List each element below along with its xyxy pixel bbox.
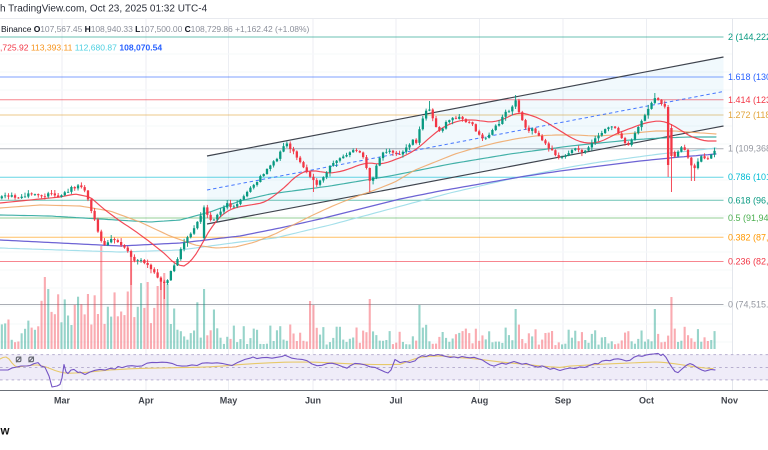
svg-text:Mar: Mar [54, 396, 71, 406]
svg-text:0.618 (96,053.08): 0.618 (96,053.08) [728, 195, 768, 205]
svg-text:1.272 (118,847.85): 1.272 (118,847.85) [728, 110, 768, 120]
svg-text:Binance O107,567.45 H108,940: Binance O107,567.45 H108,940.33 L107,500… [1, 24, 309, 34]
svg-text:1.618 (130,907.31): 1.618 (130,907.31) [728, 72, 768, 82]
svg-text:Sep: Sep [555, 396, 572, 406]
svg-text:Oct: Oct [639, 396, 654, 406]
svg-text:0.786 (101,909.42): 0.786 (101,909.42) [728, 172, 768, 182]
svg-text:Aug: Aug [471, 396, 489, 406]
svg-text:1.414 (123,797.36): 1.414 (123,797.36) [728, 95, 768, 105]
svg-text:2 (144,222.89): 2 (144,222.89) [728, 32, 768, 42]
svg-text:Jun: Jun [305, 396, 321, 406]
svg-text:Nov: Nov [721, 396, 738, 406]
svg-text:0 (74,515.16): 0 (74,515.16) [728, 300, 768, 310]
svg-text:,725.92 113,393.11 112,680.8: ,725.92 113,393.11 112,680.87 108,070.54 [0, 43, 162, 53]
svg-text:May: May [220, 396, 238, 406]
svg-text:0.5 (91,941.06): 0.5 (91,941.06) [728, 213, 768, 223]
svg-text:h TradingView.com, Oct 23, 202: h TradingView.com, Oct 23, 2025 01:32 UT… [0, 4, 208, 15]
svg-text:0.382 (87,829.04): 0.382 (87,829.04) [728, 232, 768, 242]
svg-text:Jul: Jul [389, 396, 402, 406]
svg-text:1 (109,368.96): 1 (109,368.96) [728, 144, 768, 154]
svg-text:Apr: Apr [138, 396, 154, 406]
svg-text:0.236 (82,740.49): 0.236 (82,740.49) [728, 257, 768, 267]
svg-text:w: w [0, 426, 10, 438]
